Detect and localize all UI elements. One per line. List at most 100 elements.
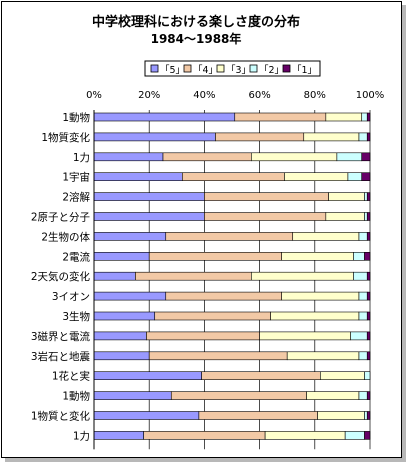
category-label: 1宇宙 [62, 171, 90, 184]
bar-segment [361, 172, 371, 181]
bar-segment [154, 311, 271, 321]
legend-swatch [150, 64, 159, 73]
category-label: 1物質変化 [41, 131, 90, 144]
bar-segment [93, 132, 216, 142]
bar-segment [281, 252, 354, 261]
x-tick-label: 20% [138, 90, 160, 101]
legend-label: 「4」 [193, 65, 218, 76]
bar-segment [143, 431, 266, 440]
category-label: 1動物 [62, 390, 90, 403]
bar-segment [358, 132, 368, 142]
bar-segment [361, 112, 368, 122]
bar-segment [204, 212, 327, 221]
bar-segment [284, 172, 349, 181]
x-tick-label: 0% [86, 90, 102, 101]
bar-segment [320, 371, 365, 381]
category-label: 2天気の変化 [31, 270, 91, 283]
plot-area: 1動物 1物質変化 1力 1宇宙 2溶解 2原子と分子 2生物の体 2電流 2天気の変化 3イオン… [31, 110, 371, 450]
category-label: 2生物の体 [41, 230, 90, 243]
bar-segment [364, 371, 371, 381]
category-label: 1動物 [62, 111, 90, 124]
legend-swatch [183, 64, 192, 73]
bar-segment [270, 311, 360, 321]
bar-segment [93, 232, 167, 241]
category-label: 1力 [73, 151, 90, 164]
bar-segment [366, 311, 371, 321]
bar-segment [366, 391, 371, 400]
bar-segment [353, 271, 368, 281]
bar-segment [93, 252, 150, 261]
bar-segment [165, 232, 294, 241]
bar-segment [93, 411, 200, 420]
category-label: 2原子と分子 [31, 212, 90, 224]
category-label: 3生物 [62, 310, 90, 323]
bar-segment [162, 152, 252, 162]
bar-segment [93, 391, 172, 400]
bar-segment [328, 192, 365, 201]
bar-segment [93, 431, 144, 440]
bar-segment [347, 172, 363, 181]
bar-segment [306, 391, 360, 400]
bar-segment [198, 411, 318, 420]
bar-segment [93, 192, 205, 201]
right-shadow [402, 5, 406, 461]
bar-segment [366, 132, 371, 142]
bar-segment [364, 212, 368, 221]
bar-segment [215, 132, 305, 142]
bar-segment [148, 252, 282, 261]
bar-segment [234, 112, 327, 122]
bar-segment [286, 351, 360, 361]
bar-segment [364, 431, 371, 440]
bar-segment [366, 271, 371, 281]
bar-segment [281, 291, 360, 301]
bar-segment [165, 291, 282, 301]
bar-segment [93, 212, 205, 221]
bar-segment [358, 291, 368, 301]
bar-segment [366, 212, 371, 221]
bar-segment [93, 311, 156, 321]
category-label: 3イオン [52, 291, 90, 303]
bar-segment [251, 271, 354, 281]
bar-segment [366, 331, 371, 341]
legend-label: 「1」 [292, 65, 317, 76]
bar-segment [93, 371, 202, 381]
bar-segment [146, 331, 260, 341]
legend-swatch [249, 64, 258, 73]
bar-segment [93, 172, 183, 181]
bar-segment [259, 331, 351, 341]
chart-title: 中学校理科における楽しさ度の分布 [92, 14, 300, 30]
bar-segment [358, 232, 368, 241]
bar-segment [325, 212, 365, 221]
category-label: 3岩石と地震 [31, 350, 91, 363]
x-tick-label: 40% [193, 90, 215, 101]
x-axis-ticks: 0% 20% 40% 60% 80% 100% [86, 90, 384, 101]
bar-segment [366, 351, 371, 361]
category-label: 3磁界と電流 [31, 330, 91, 343]
legend-label: 「2」 [259, 65, 284, 76]
bar-segment [358, 351, 368, 361]
x-tick-label: 60% [248, 90, 270, 101]
bar-segment [182, 172, 285, 181]
bar-segment [364, 252, 371, 261]
bar-segment [93, 271, 136, 281]
legend-label: 「5」 [160, 65, 185, 76]
bar-segment [292, 232, 360, 241]
bar-segment [317, 411, 365, 420]
category-label: 2溶解 [62, 191, 90, 204]
bar-segment [366, 112, 371, 122]
legend-swatch [216, 64, 225, 73]
legend: 「5」 「4」 「3」 「2」 「1」 [144, 60, 321, 77]
bar-segment [366, 232, 371, 241]
bar-segment [366, 411, 371, 420]
bar-segment [93, 351, 150, 361]
bar-segment [364, 411, 368, 420]
bar-segment [93, 152, 164, 162]
bar-segment [336, 152, 363, 162]
bar-segment [170, 391, 307, 400]
bar-segment [204, 192, 329, 201]
bar-segment [353, 252, 365, 261]
chart-subtitle: 1984〜1988年 [151, 31, 242, 46]
bar-segment [358, 311, 368, 321]
bar-segment [350, 331, 368, 341]
